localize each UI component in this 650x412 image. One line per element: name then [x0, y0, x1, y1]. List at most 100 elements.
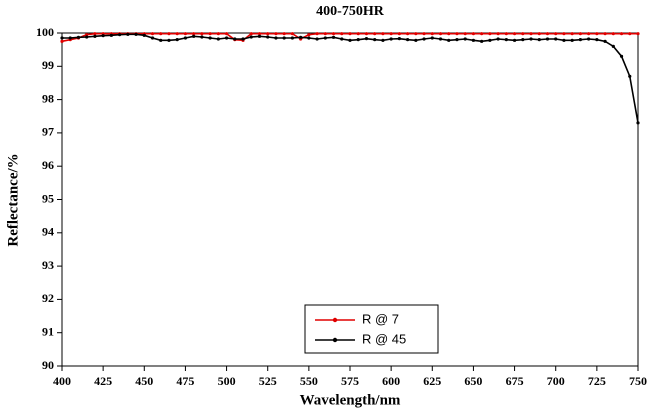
x-tick-label: 400 [53, 374, 71, 388]
point [266, 32, 270, 36]
point [545, 37, 550, 41]
point [619, 32, 624, 36]
point [348, 32, 352, 36]
point [496, 37, 500, 41]
point [323, 36, 327, 40]
legend-box [304, 304, 439, 354]
chart-title: 400-750HR [316, 4, 385, 19]
y-tick-label: 90 [42, 358, 54, 372]
x-tick-label: 450 [135, 374, 153, 388]
point [636, 121, 640, 125]
point [290, 32, 294, 36]
point [422, 37, 426, 41]
x-tick-label: 625 [423, 374, 441, 388]
point [438, 32, 443, 36]
y-tick-label: 91 [42, 324, 54, 338]
point [93, 34, 97, 38]
point [554, 32, 558, 36]
point [480, 39, 484, 43]
point [537, 32, 541, 36]
y-tick-label: 99 [42, 58, 54, 72]
point [307, 36, 311, 40]
point [200, 32, 204, 36]
y-tick-label: 94 [42, 225, 54, 239]
point [578, 38, 583, 42]
point [595, 32, 599, 36]
point [438, 37, 443, 41]
point [628, 74, 632, 78]
point [455, 32, 459, 36]
point [233, 37, 237, 41]
point [611, 32, 615, 36]
point [422, 32, 426, 36]
point [331, 32, 336, 36]
point [175, 38, 179, 42]
point [340, 32, 344, 36]
x-tick-label: 425 [94, 374, 112, 388]
point [406, 32, 410, 36]
point [249, 32, 253, 36]
point [430, 36, 434, 40]
point [159, 38, 163, 42]
point [587, 32, 591, 36]
point [587, 37, 591, 41]
point [356, 38, 360, 42]
point [348, 38, 352, 42]
point [521, 38, 525, 42]
point [315, 32, 319, 36]
point [554, 37, 558, 41]
point [373, 38, 377, 42]
x-tick-label: 475 [176, 374, 194, 388]
point [463, 32, 467, 36]
point [274, 32, 278, 36]
point [331, 35, 336, 39]
point [323, 32, 327, 36]
point [192, 32, 196, 36]
point [257, 32, 262, 36]
point [257, 34, 262, 38]
point [224, 36, 229, 40]
point [175, 32, 179, 36]
point [109, 33, 113, 37]
point [611, 44, 615, 48]
point [241, 37, 245, 41]
legend-marker [332, 317, 338, 323]
point [397, 32, 401, 36]
point [619, 54, 624, 58]
point [224, 32, 229, 36]
point [134, 32, 138, 36]
point [266, 35, 270, 39]
point [562, 38, 566, 42]
point [299, 35, 303, 39]
y-tick-label: 96 [42, 158, 54, 172]
point [455, 38, 459, 42]
point [463, 37, 467, 41]
point [447, 32, 451, 36]
point [397, 37, 401, 41]
point [282, 36, 286, 40]
point [373, 32, 377, 36]
y-tick-label: 95 [42, 191, 54, 205]
y-tick-label: 92 [42, 291, 54, 305]
x-tick-label: 650 [464, 374, 482, 388]
point [208, 32, 212, 36]
point [628, 32, 632, 36]
point [471, 32, 476, 36]
x-tick-label: 600 [382, 374, 400, 388]
x-tick-label: 725 [588, 374, 606, 388]
point [447, 38, 451, 42]
point [282, 32, 286, 36]
point [126, 32, 130, 36]
point [636, 32, 640, 36]
point [562, 32, 566, 36]
y-tick-label: 93 [42, 258, 54, 272]
point [307, 33, 311, 37]
point [249, 35, 253, 39]
y-tick-label: 97 [42, 125, 54, 139]
y-tick-label: 98 [42, 91, 54, 105]
point [381, 38, 385, 42]
point [364, 32, 369, 36]
point [68, 36, 72, 40]
point [192, 34, 196, 38]
legend-label: R @ 45 [362, 331, 406, 346]
